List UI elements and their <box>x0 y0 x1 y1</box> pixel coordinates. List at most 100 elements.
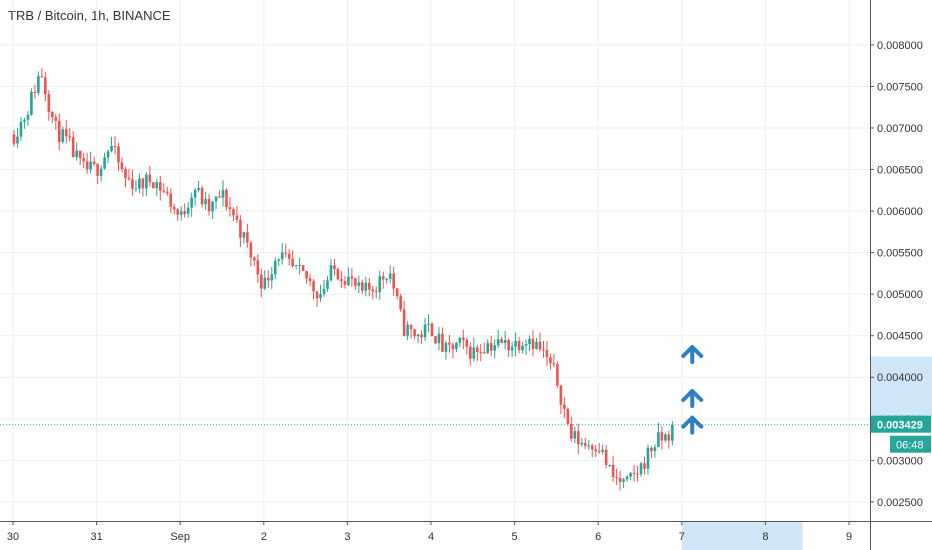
candle-body <box>23 119 26 122</box>
countdown-value: 06:48 <box>896 440 924 452</box>
candle-body <box>40 76 44 78</box>
candle-body <box>30 92 33 115</box>
candle-body <box>371 289 375 292</box>
candle-body <box>643 463 646 469</box>
candle-body <box>507 339 510 351</box>
candle-body <box>333 265 336 269</box>
candle-body <box>475 347 479 352</box>
candle-body <box>399 296 402 310</box>
candle-body <box>434 336 437 344</box>
candle-body <box>528 338 531 344</box>
price-tick-label: 0.002500 <box>877 497 923 509</box>
candle-body <box>141 178 145 189</box>
candle-body <box>402 309 406 336</box>
candle-body <box>197 188 200 190</box>
candle-body <box>263 277 267 289</box>
candle-body <box>138 178 141 189</box>
candle-body <box>378 276 382 293</box>
candle-body <box>200 188 204 205</box>
candle-body <box>531 338 535 349</box>
candle-body <box>228 207 232 210</box>
candle-body <box>503 339 507 343</box>
candle-body <box>235 215 239 220</box>
candle-body <box>148 174 152 183</box>
candle-body <box>388 273 392 280</box>
time-tick-label: 9 <box>846 531 852 543</box>
candles <box>0 68 870 491</box>
price-tick-label: 0.005500 <box>877 248 923 260</box>
candle-body <box>266 277 270 281</box>
candle-body <box>19 121 23 137</box>
candle-body <box>225 189 228 208</box>
candle-body <box>559 385 563 405</box>
candle-body <box>113 146 117 148</box>
candle-body <box>514 340 517 347</box>
price-tick-label: 0.004000 <box>877 372 923 384</box>
tick-labels: 0.008000 0.007500 0.007000 0.006500 0.006000… <box>7 40 923 543</box>
candle-body <box>256 260 260 275</box>
price-tick-label: 0.005000 <box>877 289 923 301</box>
candle-body <box>239 219 242 238</box>
candle-body <box>96 163 99 176</box>
last-price-box <box>871 415 931 433</box>
candle-body <box>26 114 30 120</box>
time-range-highlight <box>681 522 803 550</box>
candle-body <box>207 198 211 212</box>
countdown-box <box>890 435 931 453</box>
candle-body <box>260 274 263 289</box>
candle-body <box>336 268 340 280</box>
candle-body <box>583 442 587 446</box>
candle-body <box>479 351 483 353</box>
candle-body <box>604 449 608 466</box>
candle-body <box>549 357 552 364</box>
candle-body <box>246 232 249 243</box>
candle-body <box>218 196 221 198</box>
time-tick-label: 6 <box>595 531 601 543</box>
candle-body <box>186 207 190 214</box>
candle-body <box>381 276 385 280</box>
candle-body <box>469 346 472 359</box>
time-tick-label: 30 <box>7 531 19 543</box>
candle-body <box>312 281 315 292</box>
chart-title: TRB / Bitcoin, 1h, BINANCE <box>8 8 171 23</box>
candle-body <box>444 342 448 352</box>
candle-body <box>493 345 496 351</box>
candle-body <box>211 201 214 212</box>
candle-body <box>85 161 89 170</box>
candle-body <box>496 339 500 346</box>
candle-body <box>51 111 54 118</box>
candle-body <box>545 350 549 358</box>
candle-body <box>103 157 106 169</box>
candle-body <box>657 432 660 448</box>
candle-body <box>563 404 566 409</box>
candle-body <box>120 162 124 170</box>
candle-body <box>124 169 127 178</box>
candle-body <box>172 206 176 210</box>
candle-body <box>287 253 291 259</box>
candle-body <box>106 151 110 158</box>
candle-body <box>472 347 476 359</box>
price-tick-label: 0.007000 <box>877 123 923 135</box>
candle-body <box>131 179 134 189</box>
candle-body <box>639 463 643 475</box>
candle-body <box>270 274 274 281</box>
candle-body <box>566 408 570 424</box>
candle-body <box>573 431 577 439</box>
candle-body <box>455 342 458 350</box>
candle-body <box>510 346 514 351</box>
candle-body <box>629 472 632 477</box>
candle-body <box>590 445 594 450</box>
candle-body <box>322 288 326 295</box>
candle-body <box>16 136 19 144</box>
candle-body <box>406 324 409 336</box>
price-tick-label: 0.006000 <box>877 206 923 218</box>
candle-body <box>329 265 333 281</box>
candle-body <box>368 282 371 290</box>
candle-body <box>671 424 674 441</box>
candle-body <box>430 323 434 337</box>
time-tick-label: 5 <box>512 531 518 543</box>
candle-body <box>594 449 598 452</box>
candle-body <box>489 343 493 351</box>
